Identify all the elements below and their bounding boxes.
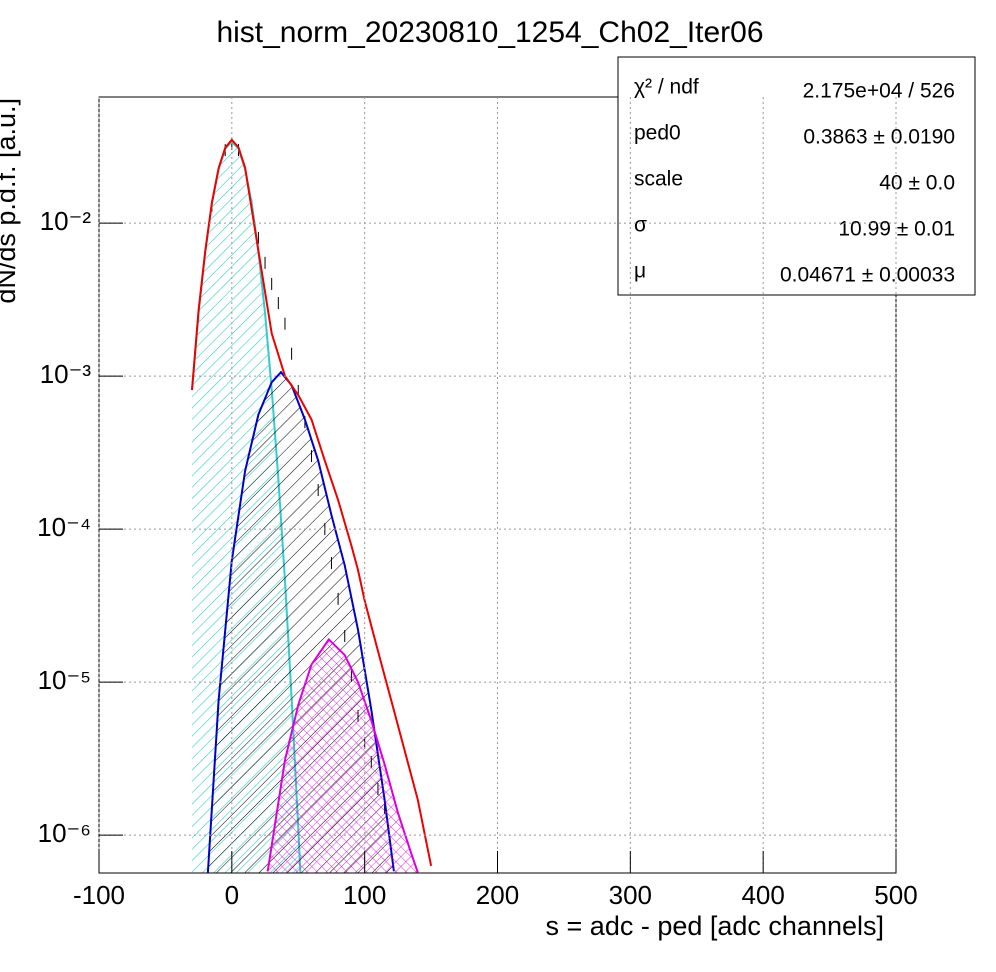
stat-value: 0.04671 ± 0.00033 [780, 264, 955, 287]
x-tick-label: 500 [874, 880, 917, 910]
stat-value: 0.3863 ± 0.0190 [803, 126, 955, 149]
curve [191, 138, 433, 866]
x-tick-label: 400 [741, 880, 784, 910]
y-tick-label: 10⁻³ [40, 359, 92, 389]
x-tick-label: 0 [225, 880, 239, 910]
stat-name: σ [634, 214, 647, 237]
stats-frame [617, 56, 976, 296]
stat-name: scale [634, 168, 683, 191]
stat-name: ped0 [634, 122, 681, 145]
stat-value: 10.99 ± 0.01 [838, 218, 955, 241]
stat-value: 40 ± 0.0 [879, 172, 955, 195]
stats-box: χ² / ndf 2.175e+04 / 526 ped0 0.3863 ± 0.01… [617, 56, 976, 296]
y-tick-label: 10⁻⁴ [37, 512, 91, 542]
y-tick-label: 10⁻⁶ [38, 818, 91, 848]
x-tick-label: 200 [476, 880, 519, 910]
plot-area [191, 137, 433, 873]
stat-value: 2.175e+04 / 526 [803, 80, 955, 103]
y-tick-label: 10⁻⁵ [38, 665, 91, 695]
x-tick-label: -100 [73, 880, 125, 910]
y-tick-label: 10⁻² [40, 206, 92, 236]
curve [266, 637, 419, 873]
x-axis-label: s = adc - ped [adc channels] [546, 911, 884, 941]
x-tick-label: 300 [609, 880, 652, 910]
stat-name: μ [634, 260, 646, 283]
curve [206, 370, 395, 873]
y-axis-label: dN/ds p.d.f. [a.u.] [0, 98, 21, 304]
x-tick-label: 100 [343, 880, 386, 910]
chart-title: hist_norm_20230810_1254_Ch02_Iter06 [216, 16, 763, 49]
hatched-area [267, 639, 418, 873]
stat-name: χ² / ndf [634, 76, 699, 99]
